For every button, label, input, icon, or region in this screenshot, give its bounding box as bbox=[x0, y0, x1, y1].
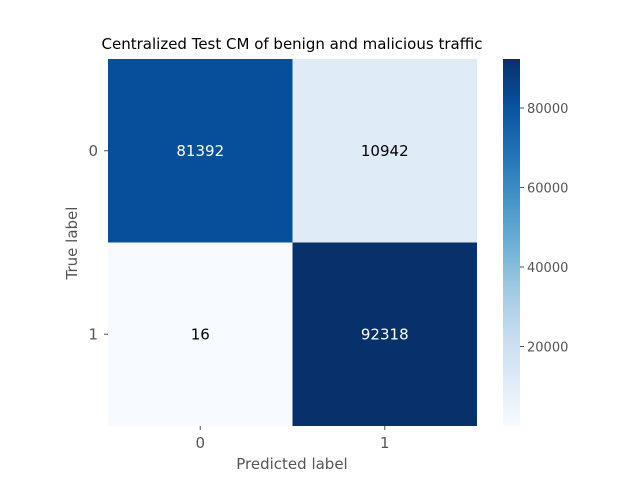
y-axis-label: True label bbox=[63, 207, 81, 281]
colorbar-tick-label: 20000 bbox=[527, 341, 568, 356]
colorbar-tick-label: 60000 bbox=[527, 181, 568, 196]
colorbar-tick-label: 40000 bbox=[527, 261, 568, 276]
heatmap-cells: 81392 10942 16 92318 bbox=[108, 59, 477, 426]
x-tick-label: 0 bbox=[195, 434, 205, 452]
cell-value-label-1-0: 16 bbox=[191, 325, 210, 343]
y-axis: 01 bbox=[88, 142, 108, 343]
colorbar bbox=[503, 59, 520, 426]
heatmap-cell-0-0 bbox=[108, 59, 293, 243]
cell-value-label-0-1: 10942 bbox=[361, 142, 409, 160]
cell-value-label-0-0: 81392 bbox=[176, 142, 224, 160]
heatmap-cell-0-1 bbox=[292, 59, 477, 243]
cell-value-label-1-1: 92318 bbox=[361, 325, 409, 343]
colorbar-axis: 20000 40000 60000 80000 bbox=[520, 102, 568, 356]
colorbar-tick-label: 80000 bbox=[527, 102, 568, 117]
y-tick-label: 1 bbox=[88, 325, 98, 343]
x-tick-label: 1 bbox=[380, 434, 390, 452]
x-axis-label: Predicted label bbox=[236, 455, 347, 473]
heatmap-cell-1-1 bbox=[292, 242, 477, 426]
y-tick-label: 0 bbox=[88, 142, 98, 160]
chart-title: Centralized Test CM of benign and malici… bbox=[102, 35, 483, 53]
heatmap-cell-1-0 bbox=[108, 242, 293, 426]
